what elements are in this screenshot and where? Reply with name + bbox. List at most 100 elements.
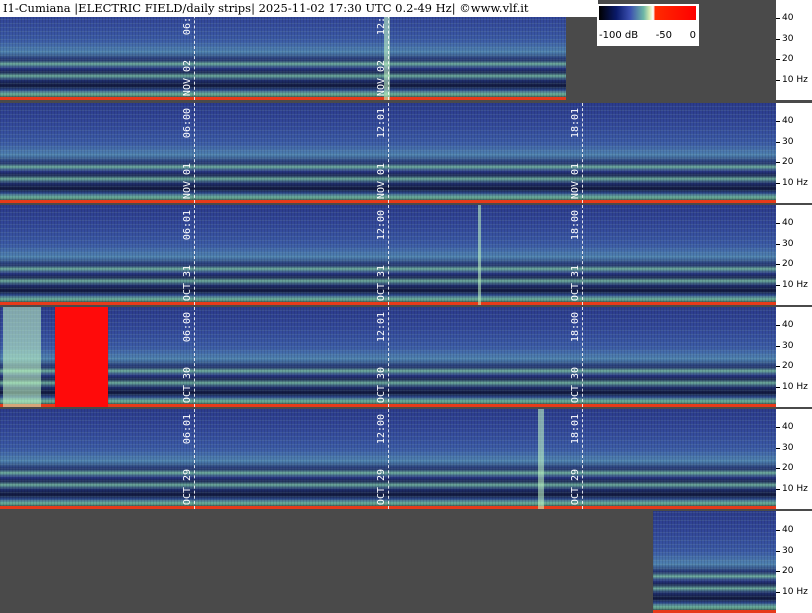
- time-marker-line: [582, 103, 583, 203]
- time-marker-date-label: OCT 29: [570, 468, 581, 506]
- time-marker-time-label: 18:01: [570, 107, 581, 139]
- emission-burst: [538, 409, 544, 509]
- frequency-axis: 40 30 20 10 Hz: [776, 205, 812, 305]
- time-marker-line: [582, 205, 583, 305]
- time-marker-date-label: OCT 31: [570, 264, 581, 302]
- frequency-tick: [776, 79, 780, 81]
- time-marker-time-label: 12:01: [376, 107, 387, 139]
- time-marker-date-label: OCT 29: [182, 468, 193, 506]
- frequency-tick-label: 20: [782, 259, 794, 270]
- frequency-tick: [776, 488, 780, 490]
- time-marker-line: [194, 205, 195, 305]
- time-marker-line: [388, 205, 389, 305]
- frequency-tick: [776, 18, 780, 20]
- frequency-tick-label: 40: [782, 218, 794, 229]
- time-marker-date-label: OCT 30: [182, 366, 193, 404]
- colorbar-tick-mid: -50: [655, 30, 673, 41]
- time-marker-time-label: 06:00: [182, 311, 193, 343]
- time-marker-line: [582, 307, 583, 407]
- time-marker-date-label: NOV 01: [376, 162, 387, 200]
- time-marker-time-label: 06:01: [182, 413, 193, 445]
- strip-nov01: 06:00 NOV 01 12:01 NOV 01 18:01 NOV 01: [0, 103, 776, 203]
- frequency-tick-label: 10 Hz: [782, 177, 808, 188]
- frequency-tick: [776, 447, 780, 449]
- frequency-tick: [776, 223, 780, 225]
- frequency-tick: [776, 386, 780, 388]
- frequency-tick: [776, 38, 780, 40]
- frequency-tick-label: 10 Hz: [782, 279, 808, 290]
- frequency-tick: [776, 182, 780, 184]
- frequency-tick: [776, 141, 780, 143]
- frequency-tick-label: 40: [782, 422, 794, 433]
- frequency-tick-label: 10 Hz: [782, 381, 808, 392]
- time-marker-time-label: 06:00: [182, 107, 193, 139]
- frequency-tick-label: 40: [782, 320, 794, 331]
- frequency-tick-label: 10 Hz: [782, 74, 808, 85]
- frequency-tick-label: 30: [782, 136, 794, 147]
- time-marker-time-label: 18:00: [570, 209, 581, 241]
- frequency-tick-label: 20: [782, 566, 794, 577]
- spectrogram-data: [653, 511, 776, 613]
- time-marker-time-label: 18:01: [570, 413, 581, 445]
- time-marker-line: [388, 103, 389, 203]
- frequency-tick-label: 30: [782, 33, 794, 44]
- frequency-tick: [776, 59, 780, 61]
- time-marker-line: [194, 409, 195, 509]
- frequency-tick: [776, 243, 780, 245]
- strip-oct28: [0, 511, 776, 613]
- time-marker-line: [388, 0, 389, 100]
- time-marker-date-label: NOV 01: [570, 162, 581, 200]
- frequency-axis: 40 30 20 10 Hz: [776, 409, 812, 509]
- time-marker-date-label: NOV 02: [182, 59, 193, 97]
- frequency-tick: [776, 345, 780, 347]
- time-marker-date-label: NOV 01: [182, 162, 193, 200]
- frequency-axis: 40 30 20 10 Hz: [776, 511, 812, 613]
- colorbar-ticks: -100 dB -50 0: [599, 30, 696, 41]
- frequency-tick: [776, 264, 780, 266]
- frequency-tick-label: 10 Hz: [782, 587, 808, 598]
- time-marker-time-label: 12:00: [376, 413, 387, 445]
- time-marker-line: [194, 307, 195, 407]
- time-marker-date-label: NOV 02: [376, 59, 387, 97]
- time-marker-time-label: 18:00: [570, 311, 581, 343]
- time-marker-date-label: OCT 31: [376, 264, 387, 302]
- frequency-tick: [776, 121, 780, 123]
- frequency-tick-label: 30: [782, 340, 794, 351]
- colorbar-tick-max: 0: [689, 30, 696, 41]
- frequency-tick-label: 20: [782, 463, 794, 474]
- frequency-tick: [776, 284, 780, 286]
- chart-title: I1-Cumiana |ELECTRIC FIELD/daily strips|…: [0, 0, 598, 17]
- frequency-tick-label: 40: [782, 13, 794, 24]
- frequency-tick-label: 30: [782, 545, 794, 556]
- frequency-tick-label: 10 Hz: [782, 483, 808, 494]
- frequency-tick: [776, 325, 780, 327]
- frequency-tick: [776, 162, 780, 164]
- frequency-tick: [776, 592, 780, 594]
- colorbar-legend: -100 dB -50 0: [597, 4, 699, 46]
- time-marker-date-label: OCT 29: [376, 468, 387, 506]
- frequency-tick: [776, 468, 780, 470]
- emission-burst: [384, 0, 390, 100]
- frequency-tick-label: 20: [782, 54, 794, 65]
- noise-floor-band: [653, 610, 776, 613]
- time-marker-time-label: 12:01: [376, 311, 387, 343]
- frequency-tick: [776, 427, 780, 429]
- time-marker-line: [194, 103, 195, 203]
- noise-floor-band: [0, 97, 566, 100]
- strip-oct30: 06:00 OCT 30 12:01 OCT 30 18:00 OCT 30: [0, 307, 776, 407]
- frequency-tick: [776, 529, 780, 531]
- frequency-tick: [776, 366, 780, 368]
- frequency-tick-label: 20: [782, 157, 794, 168]
- time-marker-time-label: 06:01: [182, 209, 193, 241]
- time-marker-date-label: OCT 30: [376, 366, 387, 404]
- frequency-tick-label: 40: [782, 524, 794, 535]
- frequency-tick-label: 30: [782, 238, 794, 249]
- emission-burst: [3, 307, 41, 407]
- colorbar-gradient: [599, 6, 696, 20]
- time-marker-time-label: 12:00: [376, 209, 387, 241]
- time-marker-date-label: OCT 30: [570, 366, 581, 404]
- strip-oct29: 06:01 OCT 29 12:00 OCT 29 18:01 OCT 29: [0, 409, 776, 509]
- colorbar-tick-min: -100 dB: [599, 30, 639, 41]
- frequency-tick: [776, 550, 780, 552]
- time-marker-line: [582, 409, 583, 509]
